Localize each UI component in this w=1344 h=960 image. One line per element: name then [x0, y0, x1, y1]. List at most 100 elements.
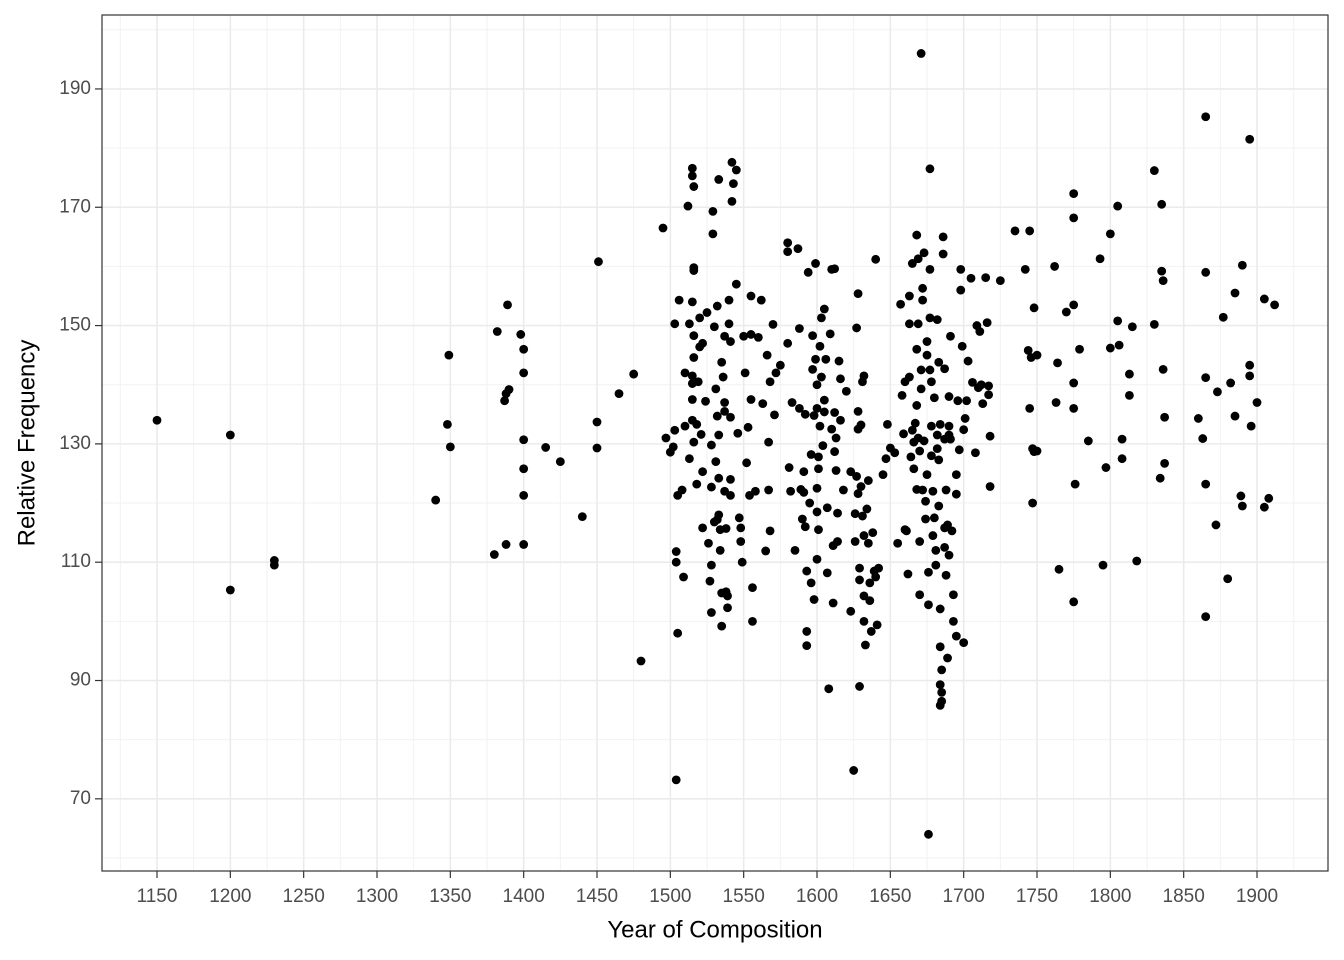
point	[863, 476, 873, 485]
point	[783, 338, 793, 348]
point	[152, 415, 162, 425]
point	[859, 616, 869, 626]
point	[783, 247, 793, 257]
point	[1032, 350, 1042, 360]
point	[689, 182, 699, 191]
point	[866, 627, 876, 636]
point	[1201, 267, 1211, 277]
point	[1105, 343, 1115, 353]
point	[814, 525, 823, 535]
point	[679, 572, 688, 582]
point	[680, 368, 690, 378]
point	[806, 450, 816, 459]
point	[913, 254, 923, 264]
point	[985, 482, 995, 491]
y-tick-label: 70	[70, 788, 91, 809]
point	[985, 431, 995, 441]
point	[269, 560, 279, 570]
point	[577, 512, 587, 522]
point	[731, 279, 741, 289]
point	[1160, 459, 1170, 468]
point	[859, 531, 869, 540]
point	[797, 514, 807, 524]
point	[865, 578, 875, 588]
x-tick-label: 1400	[503, 886, 545, 907]
x-tick-label: 1750	[1016, 886, 1058, 907]
point	[225, 430, 235, 440]
point	[746, 330, 756, 339]
point	[940, 543, 950, 552]
point	[934, 357, 944, 367]
point	[812, 403, 822, 413]
point	[1050, 262, 1060, 271]
point	[954, 445, 964, 455]
point	[707, 560, 716, 570]
point	[1020, 264, 1030, 274]
point	[1226, 378, 1236, 388]
point	[802, 627, 812, 636]
point	[1125, 369, 1134, 379]
point	[874, 563, 884, 573]
point	[748, 616, 757, 626]
x-tick-label: 1850	[1163, 886, 1205, 907]
point	[938, 249, 948, 259]
point	[768, 319, 778, 329]
point	[1023, 346, 1033, 355]
point	[1113, 316, 1123, 326]
point	[956, 285, 966, 295]
point	[445, 442, 455, 452]
point	[819, 304, 829, 314]
point	[790, 545, 800, 555]
point	[698, 467, 708, 477]
point	[862, 504, 872, 514]
point	[1125, 390, 1134, 400]
point	[924, 600, 933, 610]
y-tick-label: 190	[59, 78, 91, 99]
point	[709, 322, 719, 332]
point	[924, 829, 933, 839]
point	[519, 368, 529, 378]
point	[1201, 479, 1211, 489]
point	[921, 496, 930, 506]
point	[726, 490, 735, 500]
point	[671, 557, 681, 567]
point	[764, 437, 774, 447]
point	[819, 407, 829, 417]
point	[817, 372, 826, 382]
point	[1029, 303, 1039, 313]
point	[800, 409, 810, 419]
point	[953, 396, 963, 406]
point	[962, 396, 972, 406]
point	[668, 442, 678, 452]
point	[922, 350, 932, 360]
point	[841, 386, 851, 396]
point	[1245, 371, 1255, 381]
point	[906, 452, 916, 462]
point	[802, 641, 812, 651]
point	[720, 331, 730, 341]
point	[787, 398, 797, 407]
point	[636, 656, 646, 666]
point	[878, 470, 888, 480]
point	[673, 628, 683, 638]
point	[541, 443, 551, 452]
point	[949, 590, 958, 600]
point	[852, 323, 862, 333]
point	[443, 419, 452, 429]
point	[629, 369, 639, 379]
point	[696, 430, 706, 439]
point	[812, 483, 822, 493]
point	[1158, 276, 1168, 286]
point	[1127, 322, 1137, 332]
point	[500, 396, 510, 406]
point	[1230, 288, 1240, 298]
point	[912, 230, 922, 240]
point	[830, 447, 840, 456]
point	[825, 329, 835, 339]
point	[737, 557, 747, 567]
point	[808, 331, 818, 341]
point	[503, 300, 512, 310]
point	[868, 528, 878, 538]
point	[1213, 387, 1222, 397]
